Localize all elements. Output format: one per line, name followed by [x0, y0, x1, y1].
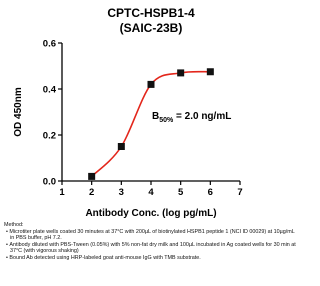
data-point	[206, 68, 214, 76]
x-tick-label: 5	[178, 187, 184, 198]
y-axis-label: OD 450nm	[13, 87, 24, 137]
method-item: Antibody diluted with PBS-Tween (0.05%) …	[9, 242, 296, 255]
x-tick-label: 1	[59, 187, 65, 198]
annotation-sub: 50%	[159, 117, 174, 124]
x-tick-label: 2	[89, 187, 94, 198]
method-item: Bound Ab detected using HRP-labeled goat…	[9, 255, 296, 262]
method-list: Microtiter plate wells coated 30 minutes…	[4, 229, 296, 262]
x-tick-label: 4	[148, 187, 154, 198]
y-tick-label: 0.6	[43, 39, 56, 50]
chart: CPTC-HSPB1-4 (SAIC-23B) Antibody Conc. (…	[13, 6, 243, 219]
data-point	[117, 143, 125, 150]
method-item: Microtiter plate wells coated 30 minutes…	[9, 229, 296, 242]
x-tick-label: 6	[208, 187, 213, 198]
data-point	[147, 80, 155, 88]
data-point	[88, 172, 96, 180]
method: Method: Microtiter plate wells coated 30…	[4, 222, 296, 262]
chart-title: CPTC-HSPB1-4	[107, 6, 195, 20]
annotation: B50% = 2.0 ng/mL	[152, 111, 231, 124]
x-tick-label: 7	[237, 187, 242, 198]
annotation-rest: = 2.0 ng/mL	[173, 111, 231, 122]
page: CPTC-HSPB1-4 (SAIC-23B) Antibody Conc. (…	[0, 0, 300, 286]
method-heading: Method:	[4, 222, 24, 228]
annotation-main: B	[152, 111, 159, 122]
y-tick-label: 0.2	[43, 131, 56, 142]
data-point	[177, 69, 185, 77]
y-tick-label: 0.0	[43, 177, 56, 188]
x-axis-label: Antibody Conc. (log pg/mL)	[85, 208, 216, 219]
chart-title: (SAIC-23B)	[120, 21, 183, 35]
x-tick-label: 3	[119, 187, 124, 198]
y-tick-label: 0.4	[43, 85, 57, 96]
